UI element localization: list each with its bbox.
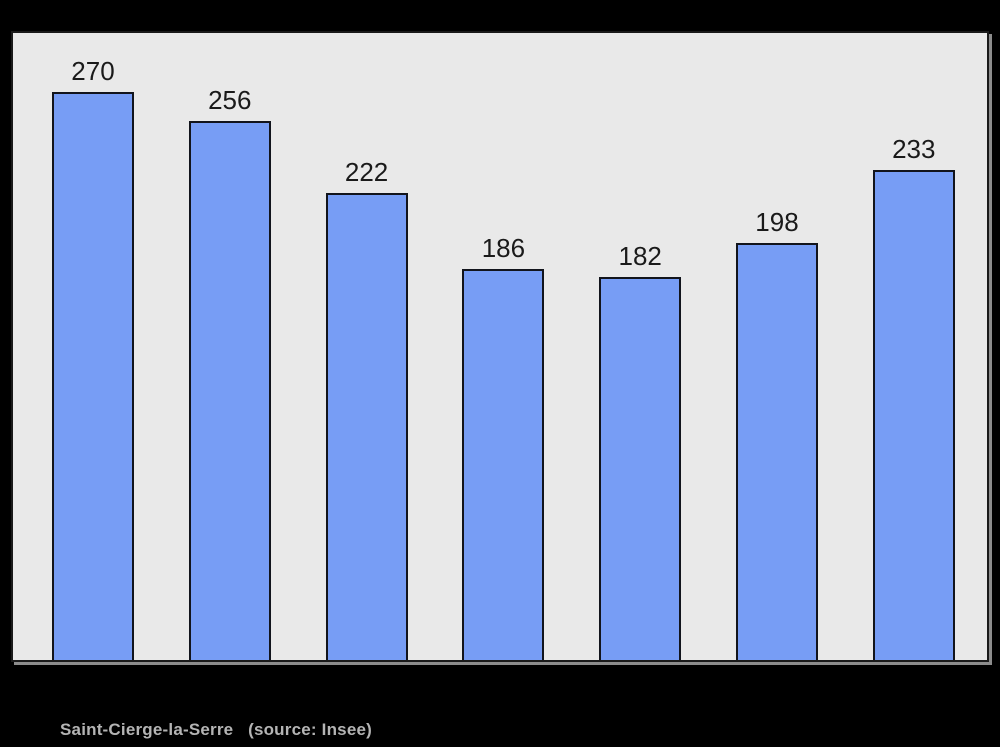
- bar-value-label-2: 256: [208, 85, 252, 116]
- plot-area: 270 256 222 186 182 198 233: [13, 33, 987, 660]
- bar-4[interactable]: [462, 268, 545, 660]
- bar-value-label-3: 222: [344, 156, 389, 187]
- bar-5[interactable]: [599, 277, 682, 660]
- bar-6[interactable]: [736, 243, 818, 660]
- bar-value-label-1: 270: [71, 55, 115, 86]
- bar-value-label-7: 233: [892, 133, 936, 164]
- bar-value-label-4: 186: [481, 232, 526, 263]
- chart-caption: Saint-Cierge-la-Serre (source: Insee): [60, 720, 373, 739]
- bar-7[interactable]: [872, 169, 955, 660]
- plot-frame: 270 256 222 186 182 198 233: [11, 31, 989, 662]
- bar-value-label-5: 182: [618, 241, 662, 272]
- bar-3[interactable]: [325, 192, 408, 660]
- bar-1[interactable]: [52, 91, 134, 660]
- bar-2[interactable]: [188, 121, 271, 660]
- bar-value-label-6: 198: [755, 207, 799, 238]
